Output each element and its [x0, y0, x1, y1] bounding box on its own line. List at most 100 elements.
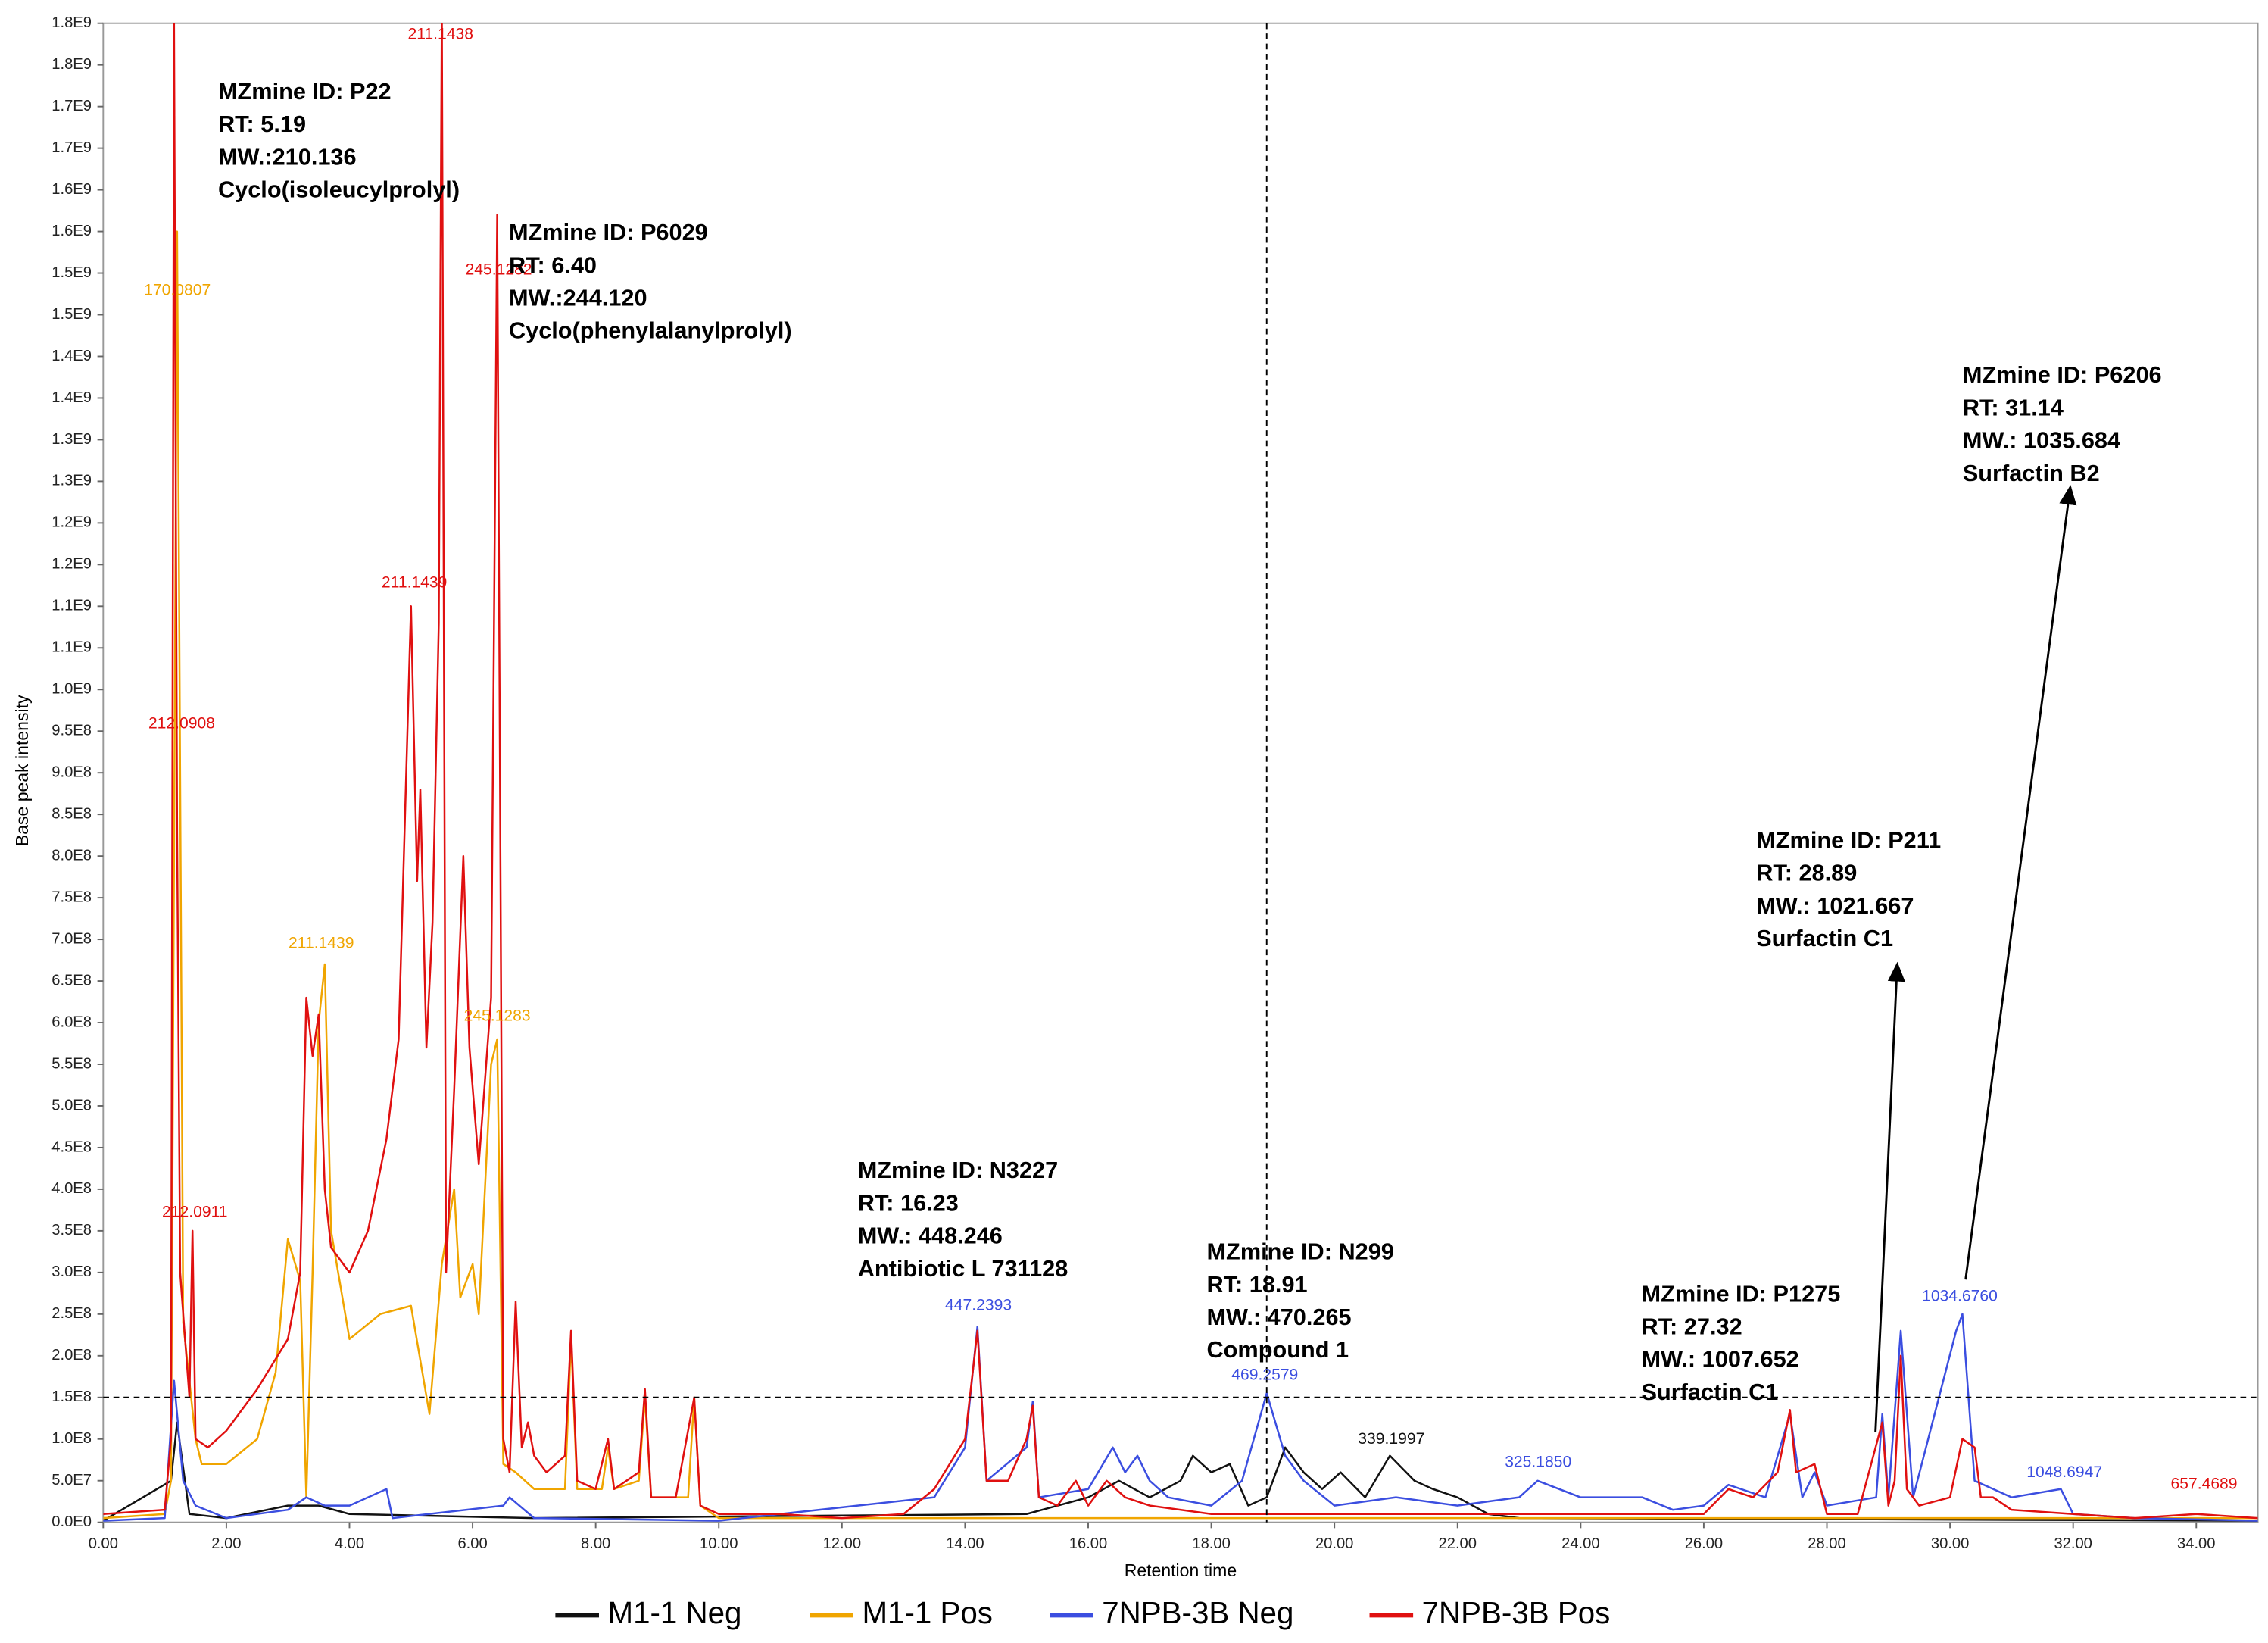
series-line: [103, 230, 2258, 1520]
annotation-line: MZmine ID: N299: [1206, 1238, 1393, 1265]
annotation-line: Surfactin C1: [1756, 925, 1893, 951]
annotation-line: MW.: 448.246: [858, 1223, 1003, 1249]
y-tick-label: 4.5E8: [51, 1139, 92, 1155]
x-tick-label: 0.00: [89, 1535, 118, 1552]
peak-label: 211.1438: [407, 26, 473, 43]
x-tick-label: 30.00: [1931, 1535, 1969, 1552]
x-tick-label: 8.00: [581, 1535, 610, 1552]
annotation-line: RT: 5.19: [218, 111, 306, 137]
annotation-line: Cyclo(phenylalanylprolyl): [509, 317, 792, 344]
x-tick-label: 2.00: [211, 1535, 241, 1552]
x-tick-label: 24.00: [1561, 1535, 1599, 1552]
x-tick-label: 26.00: [1685, 1535, 1723, 1552]
y-tick-label: 1.6E9: [51, 223, 92, 239]
annotation-line: Surfactin B2: [1963, 460, 2100, 486]
annotation-line: MW.: 1007.652: [1642, 1346, 1799, 1373]
x-tick-label: 10.00: [700, 1535, 738, 1552]
peak-label: 212.0908: [148, 714, 215, 732]
y-tick-label: 1.3E9: [51, 473, 92, 489]
y-tick-label: 1.5E9: [51, 264, 92, 281]
y-tick-label: 2.0E8: [51, 1347, 92, 1363]
annotation-line: RT: 18.91: [1206, 1271, 1307, 1298]
y-tick-label: 2.5E8: [51, 1305, 92, 1322]
y-tick-label: 1.0E9: [51, 681, 92, 698]
series-line: [103, 1421, 2258, 1522]
peak-label: 1034.6760: [1922, 1288, 1998, 1305]
peak-label: 170.0807: [144, 281, 211, 298]
x-tick-label: 16.00: [1069, 1535, 1107, 1552]
series-line: [103, 1313, 2258, 1522]
y-tick-label: 1.3E9: [51, 431, 92, 448]
y-tick-label: 1.4E9: [51, 389, 92, 406]
y-tick-label: 1.4E9: [51, 348, 92, 364]
annotation-line: Antibiotic L 731128: [858, 1255, 1068, 1282]
peak-label: 211.1439: [382, 573, 447, 591]
annotation-line: Compound 1: [1206, 1336, 1349, 1363]
x-tick-label: 4.00: [335, 1535, 364, 1552]
peak-label: 245.1283: [464, 1007, 531, 1024]
annotation-line: MW.: 1035.684: [1963, 427, 2120, 454]
y-tick-label: 6.0E8: [51, 1014, 92, 1030]
annotation-line: Cyclo(isoleucylprolyl): [218, 176, 460, 203]
y-tick-label: 3.0E8: [51, 1263, 92, 1280]
annotation-line: MW.: 470.265: [1206, 1304, 1351, 1330]
x-tick-label: 6.00: [457, 1535, 487, 1552]
annotation-line: MZmine ID: P6029: [509, 219, 708, 245]
y-tick-label: 1.5E8: [51, 1388, 92, 1405]
y-tick-label: 6.5E8: [51, 972, 92, 989]
y-tick-label: 5.0E8: [51, 1097, 92, 1114]
annotation-line: RT: 28.89: [1756, 860, 1857, 886]
annotation-line: MZmine ID: P211: [1756, 826, 1941, 853]
annotation-line: RT: 6.40: [509, 251, 597, 278]
peak-label: 339.1997: [1358, 1430, 1424, 1448]
y-tick-label: 1.8E9: [51, 56, 92, 73]
annotation-line: RT: 27.32: [1642, 1313, 1742, 1340]
peak-label: 212.0911: [162, 1203, 227, 1220]
x-tick-label: 12.00: [823, 1535, 861, 1552]
arrow: [1874, 961, 1905, 1432]
y-tick-label: 3.5E8: [51, 1222, 92, 1238]
annotation-line: MZmine ID: P1275: [1642, 1280, 1841, 1307]
annotation-line: MZmine ID: P22: [218, 78, 392, 105]
x-tick-label: 34.00: [2177, 1535, 2215, 1552]
y-tick-label: 1.7E9: [51, 98, 92, 114]
y-tick-label: 8.5E8: [51, 805, 92, 822]
peak-label: 245.1282: [465, 261, 532, 279]
annotation-line: MW.: 1021.667: [1756, 892, 1914, 919]
annotation-line: MZmine ID: P6206: [1963, 361, 2162, 388]
y-tick-label: 4.0E8: [51, 1180, 92, 1197]
y-tick-label: 1.7E9: [51, 139, 92, 156]
x-axis-title: Retention time: [1125, 1560, 1237, 1580]
annotation-line: MW.:244.120: [509, 285, 647, 311]
legend-label: M1-1 Pos: [862, 1596, 992, 1630]
y-tick-label: 1.6E9: [51, 181, 92, 198]
y-tick-label: 8.0E8: [51, 847, 92, 864]
x-tick-label: 22.00: [1439, 1535, 1477, 1552]
y-tick-label: 1.1E9: [51, 639, 92, 656]
peak-label: 325.1850: [1505, 1454, 1571, 1471]
x-tick-label: 32.00: [2054, 1535, 2092, 1552]
y-tick-label: 5.5E8: [51, 1055, 92, 1072]
y-tick-label: 1.8E9: [51, 14, 92, 31]
legend-label: 7NPB-3B Pos: [1422, 1596, 1611, 1630]
annotation-line: MZmine ID: N3227: [858, 1157, 1058, 1183]
y-tick-label: 1.2E9: [51, 556, 92, 573]
peak-label: 211.1439: [289, 934, 354, 951]
y-tick-label: 1.0E8: [51, 1430, 92, 1447]
y-tick-label: 1.1E9: [51, 598, 92, 614]
y-axis-title: Base peak intensity: [12, 695, 32, 846]
peak-label: 469.2579: [1231, 1366, 1298, 1383]
peak-label: 1048.6947: [2026, 1463, 2102, 1481]
y-tick-label: 1.2E9: [51, 514, 92, 531]
series-line: [103, 23, 2258, 1520]
x-tick-label: 28.00: [1808, 1535, 1845, 1552]
y-tick-label: 0.0E0: [51, 1513, 92, 1530]
y-tick-label: 7.5E8: [51, 889, 92, 905]
annotation-line: Surfactin C1: [1642, 1379, 1779, 1405]
y-tick-label: 1.5E9: [51, 306, 92, 323]
annotation-line: RT: 31.14: [1963, 394, 2064, 420]
annotation-line: MW.:210.136: [218, 143, 357, 170]
x-tick-label: 18.00: [1192, 1535, 1230, 1552]
peak-label: 447.2393: [945, 1296, 1012, 1313]
